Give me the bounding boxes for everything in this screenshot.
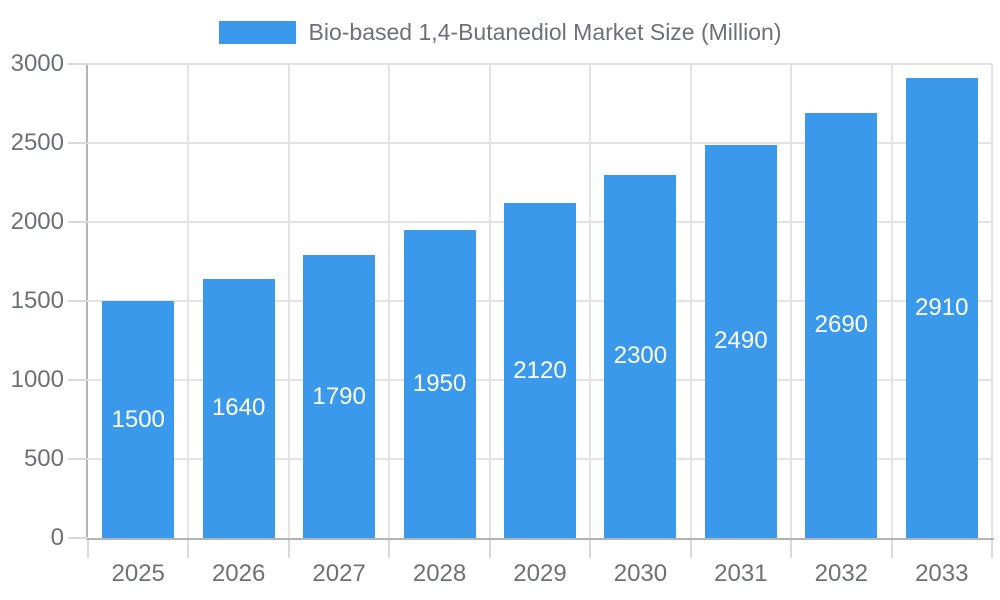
x-axis-label: 2031 xyxy=(714,560,768,587)
x-axis-tick xyxy=(87,540,89,558)
x-axis-line xyxy=(86,538,994,540)
grid-line-v xyxy=(991,64,993,538)
x-axis-tick xyxy=(689,540,692,558)
y-axis-tick xyxy=(68,142,88,144)
bar-2028 xyxy=(403,229,476,538)
grid-line-h xyxy=(88,142,992,144)
grid-line-v xyxy=(689,64,692,538)
grid-line-v xyxy=(388,64,391,538)
bar-value-label: 1790 xyxy=(312,382,366,410)
y-axis-label: 1000 xyxy=(10,366,64,393)
y-axis-label: 0 xyxy=(50,524,64,551)
grid-line-v xyxy=(488,64,491,538)
y-axis-line xyxy=(86,64,88,540)
bar-value-label: 2490 xyxy=(714,327,768,355)
y-axis-tick xyxy=(68,537,88,539)
x-axis-label: 2026 xyxy=(211,560,266,587)
bar-value-label: 1950 xyxy=(412,369,467,397)
bar-value-label: 2910 xyxy=(915,294,969,322)
grid-line-v xyxy=(187,64,190,538)
x-axis-tick xyxy=(287,540,290,558)
bar-2025 xyxy=(102,301,175,538)
bar-value-label: 2120 xyxy=(513,356,567,384)
legend-label: Bio-based 1,4-Butanediol Market Size (Mi… xyxy=(308,19,782,45)
grid-line-v xyxy=(790,64,793,538)
y-axis-label: 1500 xyxy=(10,287,64,314)
y-axis-label: 2500 xyxy=(10,129,64,156)
bar-2030 xyxy=(604,174,677,538)
x-axis-tick xyxy=(388,540,391,558)
grid-line-v xyxy=(589,64,592,538)
bar-2033 xyxy=(905,78,978,538)
bar-2026 xyxy=(202,278,275,538)
bar-2031 xyxy=(704,144,777,538)
grid-line-v xyxy=(890,64,893,538)
x-axis-label: 2027 xyxy=(312,560,366,587)
x-axis-tick xyxy=(488,540,491,558)
y-axis-label: 3000 xyxy=(10,50,64,77)
x-axis-label: 2033 xyxy=(915,560,969,587)
x-axis-label: 2030 xyxy=(613,560,668,587)
legend-swatch xyxy=(218,21,296,44)
bar-2027 xyxy=(303,255,376,538)
x-axis-tick xyxy=(187,540,190,558)
x-axis-tick xyxy=(790,540,793,558)
y-axis-label: 500 xyxy=(23,445,64,472)
y-axis-label: 2000 xyxy=(10,208,64,235)
y-axis-tick xyxy=(68,458,88,460)
bar-2029 xyxy=(504,203,576,538)
x-axis-tick xyxy=(890,540,893,558)
y-axis-tick xyxy=(68,300,88,302)
bar-value-label: 1500 xyxy=(111,405,165,433)
x-axis-label: 2032 xyxy=(814,560,869,587)
bar-2032 xyxy=(805,112,878,538)
bar-value-label: 2300 xyxy=(613,342,668,370)
x-axis-tick xyxy=(991,540,993,558)
x-axis-label: 2025 xyxy=(111,560,165,587)
x-axis-label: 2028 xyxy=(412,560,467,587)
bar-value-label: 2690 xyxy=(814,311,869,339)
plot-area: 1500 1640 1790 1950 2120 2300 2490 2690 2910 xyxy=(88,63,993,538)
bar-value-label: 1640 xyxy=(211,394,266,422)
y-axis-tick xyxy=(68,221,88,223)
legend[interactable]: Bio-based 1,4-Butanediol Market Size (Mi… xyxy=(0,19,1000,46)
x-axis-tick xyxy=(589,540,592,558)
y-axis-tick xyxy=(68,379,88,381)
grid-line-h xyxy=(88,63,992,65)
x-axis-label: 2029 xyxy=(513,560,567,587)
y-axis-tick xyxy=(68,63,88,65)
grid-line-v xyxy=(287,64,290,538)
